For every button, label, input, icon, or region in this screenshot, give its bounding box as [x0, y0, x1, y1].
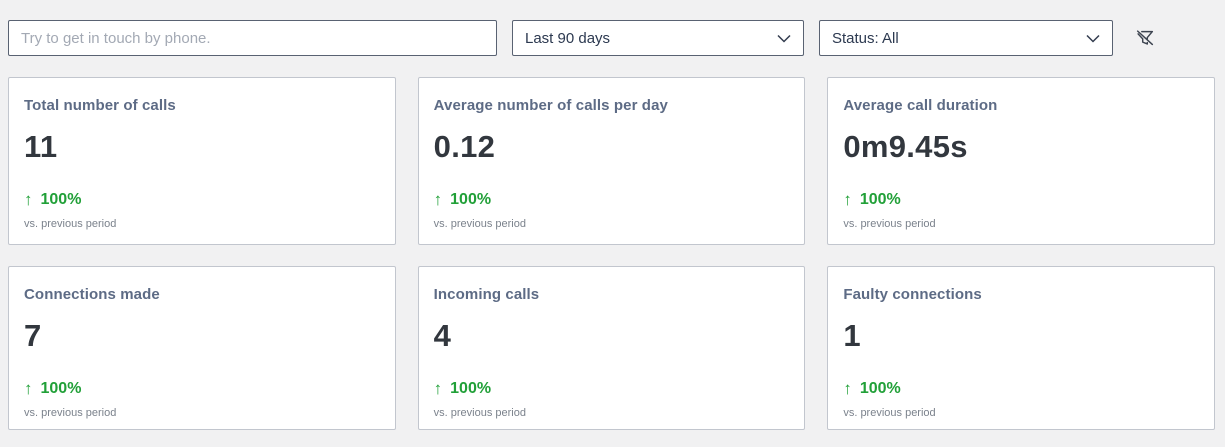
comparison-label: vs. previous period [433, 407, 526, 419]
stats-card-grid: Total number of calls 11 ↑ 100% vs. prev… [8, 77, 1215, 430]
stat-card-value: 1 [843, 318, 861, 353]
status-selected-value: Status: All [832, 29, 899, 47]
comparison-label: vs. previous period [24, 407, 117, 419]
stat-card-total-calls: Total number of calls 11 ↑ 100% vs. prev… [8, 77, 396, 245]
stat-card-title: Incoming calls [433, 286, 540, 303]
stat-card-value: 4 [433, 318, 452, 353]
stat-card-faulty-connections: Faulty connections 1 ↑ 100% vs. previous… [827, 266, 1215, 430]
stat-card-value: 0.12 [433, 129, 496, 164]
trend-indicator: ↑ 100% [24, 379, 380, 399]
stat-card-connections-made: Connections made 7 ↑ 100% vs. previous p… [8, 266, 396, 430]
stat-card-value: 11 [24, 129, 58, 164]
comparison-label: vs. previous period [433, 218, 526, 230]
trend-indicator: ↑ 100% [843, 190, 1199, 210]
stat-card-title: Average number of calls per day [433, 97, 668, 114]
trend-percent: 100% [40, 191, 82, 208]
stat-card-value: 7 [24, 318, 42, 353]
stat-card-incoming-calls: Incoming calls 4 ↑ 100% vs. previous per… [417, 266, 806, 430]
trend-indicator: ↑ 100% [843, 379, 1199, 399]
stat-card-avg-calls-per-day: Average number of calls per day 0.12 ↑ 1… [417, 77, 806, 245]
trend-up-arrow-icon: ↑ [843, 379, 852, 398]
comparison-label: vs. previous period [843, 407, 936, 419]
stat-card-title: Faulty connections [843, 286, 982, 303]
filter-off-icon [1134, 27, 1156, 49]
trend-indicator: ↑ 100% [434, 379, 790, 399]
stat-card-title: Total number of calls [24, 97, 176, 114]
trend-up-arrow-icon: ↑ [433, 190, 443, 209]
trend-up-arrow-icon: ↑ [24, 190, 33, 209]
date-range-selected-value: Last 90 days [525, 29, 611, 47]
trend-up-arrow-icon: ↑ [843, 190, 852, 209]
trend-percent: 100% [859, 380, 901, 397]
trend-percent: 100% [450, 380, 492, 397]
stat-card-title: Average call duration [843, 97, 998, 114]
comparison-label: vs. previous period [24, 218, 117, 230]
status-select[interactable]: Status: All [819, 20, 1113, 56]
search-input[interactable] [8, 20, 497, 56]
comparison-label: vs. previous period [843, 218, 936, 230]
trend-percent: 100% [450, 191, 492, 208]
chevron-down-icon [1086, 34, 1100, 43]
trend-indicator: ↑ 100% [24, 190, 380, 210]
stat-card-avg-call-duration: Average call duration 0m9.45s ↑ 100% vs.… [827, 77, 1215, 245]
chevron-down-icon [777, 34, 791, 43]
trend-indicator: ↑ 100% [434, 190, 790, 210]
filter-bar: Last 90 days Status: All [0, 0, 1225, 56]
stat-card-title: Connections made [24, 286, 160, 303]
stat-card-value: 0m9.45s [843, 129, 968, 164]
trend-up-arrow-icon: ↑ [24, 379, 33, 398]
trend-up-arrow-icon: ↑ [433, 379, 443, 398]
trend-percent: 100% [40, 380, 82, 397]
date-range-select[interactable]: Last 90 days [512, 20, 804, 56]
trend-percent: 100% [859, 191, 901, 208]
clear-filters-button[interactable] [1132, 25, 1158, 51]
